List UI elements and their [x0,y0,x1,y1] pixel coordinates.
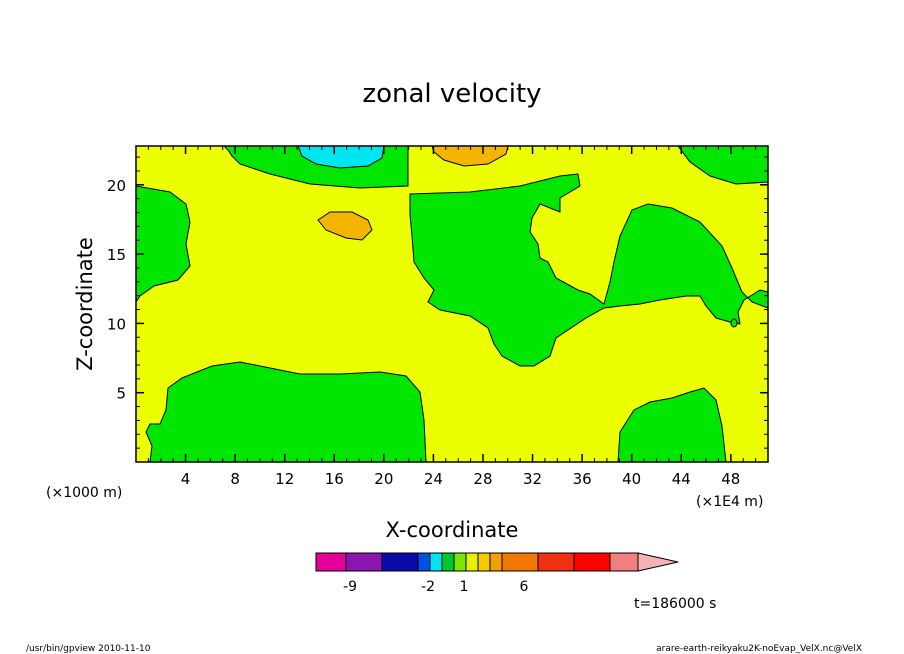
region-green-dot [730,318,738,328]
y-tick-label: 20 [107,177,126,195]
colorbar-cell-6 [453,552,467,572]
x-tick-label: 12 [275,470,294,488]
colorbar-cell-12 [573,552,611,572]
x-tick-label: 28 [473,470,492,488]
region-green-center [409,173,769,367]
chart-title: zonal velocity [362,79,541,109]
colorbar-cell-0 [315,552,347,572]
colorbar-cell-1 [345,552,383,572]
region-orange-mid [317,211,373,241]
colorbar-labels: -9 -2 1 6 [343,579,529,595]
x-tick-label: 4 [181,470,191,488]
colorbar-arrow [637,552,679,572]
time-label: t=186000 s [634,596,716,612]
y-tick-label: 15 [107,246,126,264]
y-unit-note: (×1000 m) [46,485,122,501]
colorbar-cell-2 [381,552,419,572]
x-unit-note: (×1E4 m) [696,494,763,510]
colorbar-cell-4 [429,552,443,572]
x-axis-label: X-coordinate [386,518,519,542]
region-green-bottom-right [617,387,727,463]
colorbar-cell-9 [489,552,503,572]
x-tick-label: 40 [622,470,641,488]
colorbar-tick-label: -9 [343,579,357,595]
colorbar [315,552,679,572]
footer-right: arare-earth-reikyaku2K-noEvap_VelX.nc@Ve… [656,644,862,654]
y-axis-label: Z-coordinate [73,237,97,371]
x-tick-label: 32 [523,470,542,488]
region-green-left [135,185,191,304]
x-tick-label: 44 [672,470,691,488]
x-tick-label: 20 [374,470,393,488]
x-tick-label: 24 [424,470,443,488]
colorbar-cell-8 [477,552,491,572]
y-tick-label: 5 [116,385,126,403]
colorbar-tick-label: 6 [520,579,529,595]
x-tick-label: 16 [325,470,344,488]
colorbar-cell-5 [441,552,455,572]
colorbar-tick-label: -2 [421,579,435,595]
y-tick-label: 10 [107,315,126,333]
colorbar-cell-13 [609,552,639,572]
colorbar-cell-3 [417,552,431,572]
colorbar-cell-11 [537,552,575,572]
x-tick-label: 36 [573,470,592,488]
colorbar-cell-10 [501,552,539,572]
colorbar-cell-7 [465,552,479,572]
plot-frame [135,145,769,463]
x-tick-label: 8 [230,470,240,488]
colorbar-tick-label: 1 [460,579,469,595]
x-tick-label: 48 [721,470,740,488]
footer-left: /usr/bin/gpview 2010-11-10 [26,644,151,654]
region-green-bottom-left [145,361,427,463]
